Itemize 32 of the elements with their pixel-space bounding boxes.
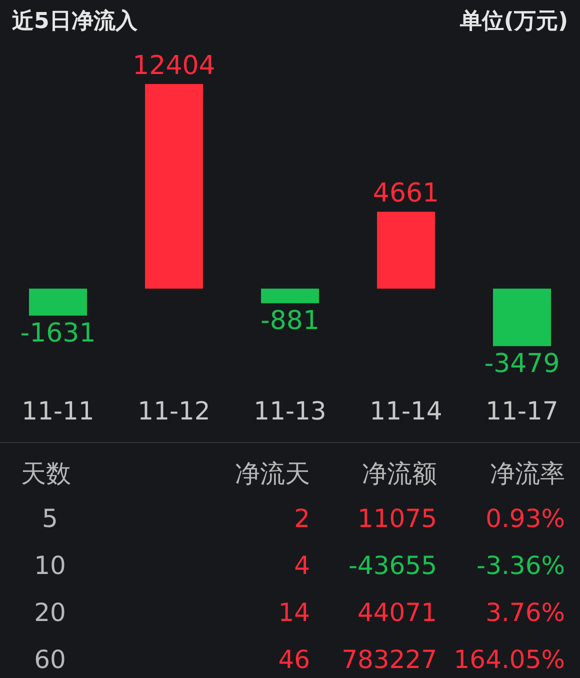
text: 5 [41,504,59,533]
text: 164.05% [452,645,565,674]
data-label: -3479 [484,348,560,379]
category-label: 净流额 [361,458,437,490]
chart-subtitle: 单位(万元) [460,8,568,36]
text: -3.36% [476,551,565,580]
x-tick-label: 11-13 [254,396,326,426]
chart-title: 近5日净流入 [12,8,138,36]
x-tick-label: 11-17 [486,396,558,426]
text: -43655 [347,551,437,580]
data-label: -881 [260,306,320,336]
text: 3.76% [484,598,565,627]
text: 44071 [356,598,437,627]
text: 20 [33,598,67,627]
text: 0.93% [484,504,565,533]
text: 60 [33,645,67,674]
data-label: -1631 [20,318,96,348]
text: 783227 [340,645,437,674]
text: 14 [277,598,310,627]
x-tick-label: 11-12 [138,396,210,426]
text: 10 [33,551,67,580]
text: 46 [277,645,310,674]
data-label: 4661 [372,178,440,209]
x-tick-label: 11-11 [22,396,94,426]
x-tick-label: 11-14 [370,396,442,426]
text: 4 [293,551,310,580]
category-label: 天数 [20,458,72,490]
category-label: 净流率 [489,458,565,490]
data-label: 12404 [132,50,216,81]
text: 2 [293,504,310,533]
category-label: 净流天 [234,458,310,490]
text: 11075 [356,504,437,533]
